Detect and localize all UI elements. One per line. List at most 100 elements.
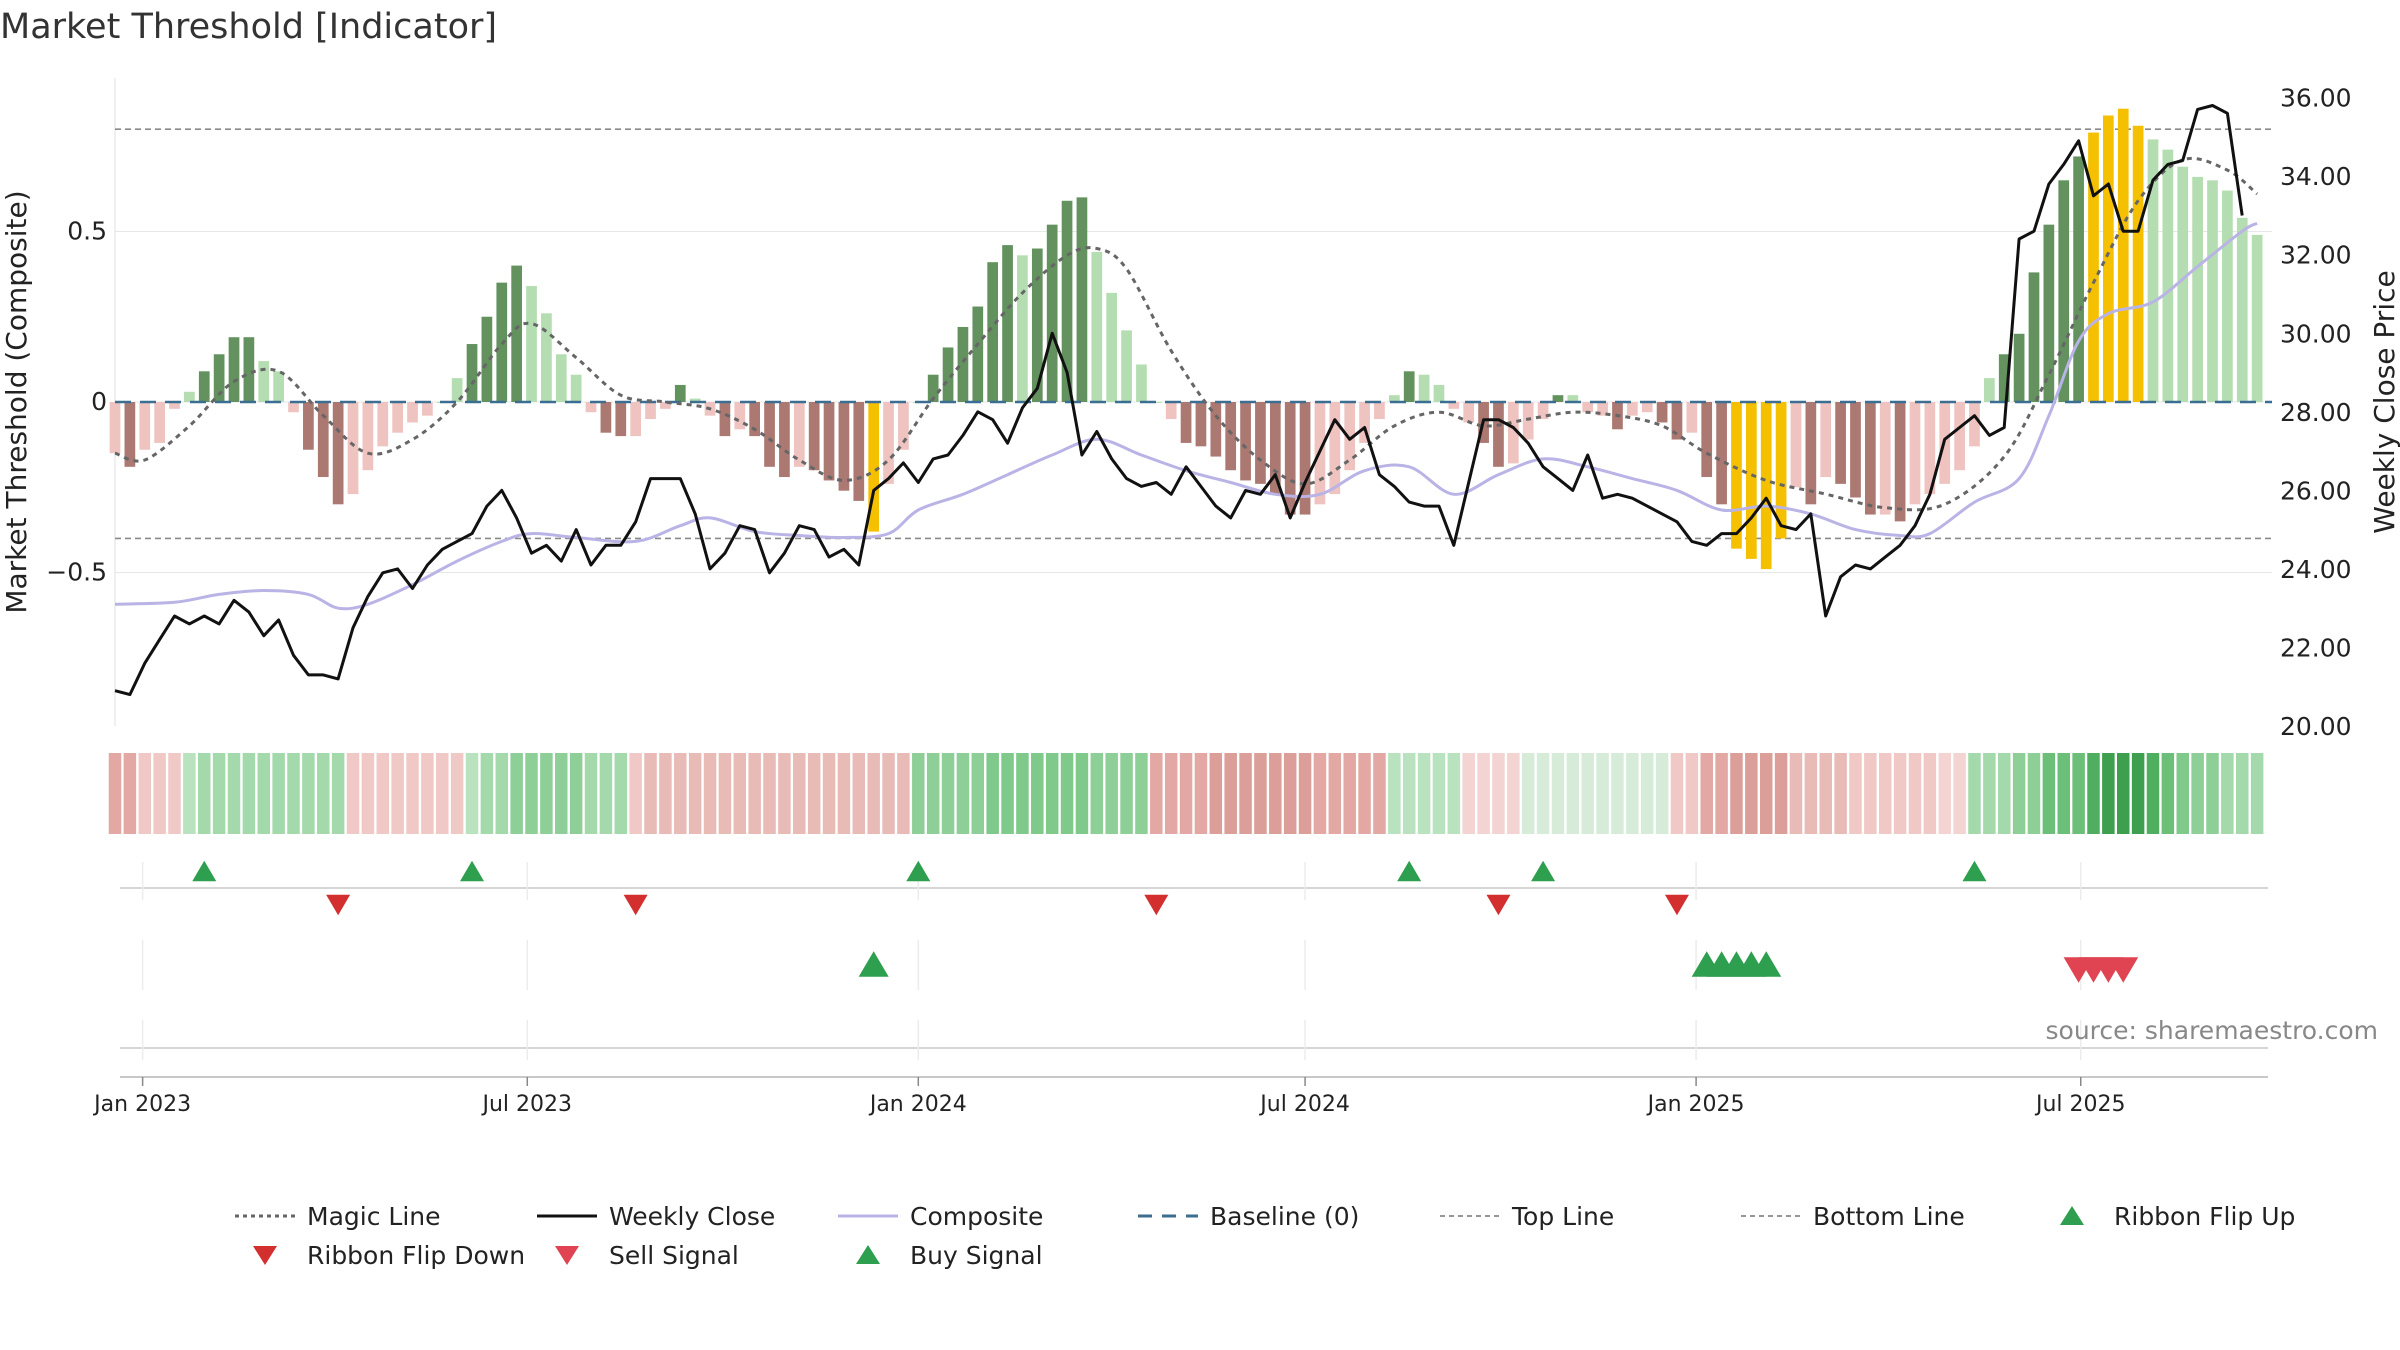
legend-item: Magic Line — [235, 1202, 441, 1231]
composite-bar — [1582, 402, 1594, 413]
ribbon-cell — [1105, 753, 1118, 834]
ribbon-cell — [912, 753, 925, 834]
composite-bar — [1121, 330, 1132, 402]
x-axis-ticks: Jan 2023 Jul 2023 Jan 2024 Jul 2024 Jan 2025… — [92, 1077, 2126, 1117]
ribbon-flip-down-marker — [326, 894, 351, 916]
composite-bar — [1136, 364, 1147, 402]
ribbon-cell — [986, 753, 999, 834]
ribbon-cell — [1789, 753, 1803, 834]
ribbon-cell — [227, 753, 241, 834]
composite-bar — [1374, 402, 1385, 420]
composite-bar — [2103, 115, 2114, 402]
buy-signal-marker — [1751, 951, 1782, 977]
composite-bar — [169, 402, 180, 409]
composite-bar — [2162, 149, 2174, 402]
ribbon-cell — [688, 753, 702, 834]
composite-bar — [1731, 402, 1742, 549]
ribbon-cell — [183, 753, 196, 834]
ribbon-cell — [1417, 753, 1431, 834]
ribbon-cell — [1194, 753, 1208, 834]
ribbon-cell — [1164, 753, 1178, 834]
ribbon-cell — [2250, 753, 2264, 834]
ribbon-cell — [1179, 753, 1193, 834]
ribbon-cell — [956, 753, 970, 834]
ribbon-cell — [852, 753, 866, 834]
composite-bar — [1046, 224, 1058, 402]
ribbon-cell — [406, 753, 419, 834]
composite-bar — [615, 402, 627, 437]
buy-signal-marker — [858, 951, 889, 977]
composite-bar — [942, 347, 954, 402]
composite-bar — [600, 402, 612, 433]
composite-bar — [1448, 402, 1460, 409]
composite-bar — [1150, 402, 1162, 403]
ribbon-cell — [599, 753, 613, 834]
ribbon-cell — [1075, 753, 1089, 834]
composite-bar — [2058, 180, 2070, 402]
ribbon-cell — [1730, 753, 1743, 834]
ribbon-cell — [644, 753, 657, 834]
composite-bar — [1775, 402, 1787, 539]
ribbon-cell — [748, 753, 761, 834]
legend-label: Bottom Line — [1813, 1202, 1965, 1231]
ribbon-cell — [212, 753, 226, 834]
ribbon-cell — [1745, 753, 1758, 834]
ribbon-cell — [1983, 753, 1996, 834]
ribbon-cell — [778, 753, 791, 834]
ribbon-cell — [2221, 753, 2234, 834]
ribbon-cell — [555, 753, 568, 834]
ribbon-cell — [1655, 753, 1669, 834]
ribbon-cell — [1269, 753, 1282, 834]
legend-item: Composite — [838, 1202, 1043, 1231]
composite-bar — [957, 326, 969, 402]
legend-item: Ribbon Flip Up — [2060, 1202, 2295, 1231]
composite-bar — [793, 402, 805, 467]
composite-bar — [2028, 272, 2040, 402]
ribbon-cell — [659, 753, 672, 834]
ribbon-cell — [1581, 753, 1594, 834]
ribbon-cell — [2087, 753, 2100, 834]
composite-bar — [1255, 402, 1266, 484]
ribbon-cell — [1507, 753, 1520, 834]
ribbon-cell — [2236, 753, 2249, 834]
ribbon-flip-up-marker — [1397, 860, 1422, 882]
right-axis-label: Weekly Close Price — [2368, 270, 2400, 533]
ribbon-cell — [108, 753, 122, 834]
left-tick-label: −0.5 — [46, 558, 107, 587]
ribbon-cell — [2027, 753, 2041, 834]
composite-bar — [228, 337, 240, 402]
ribbon-cell — [1388, 753, 1401, 834]
composite-bar — [184, 391, 195, 402]
composite-bar — [689, 398, 701, 402]
signal-panels — [120, 860, 2268, 1078]
composite-bar — [1359, 402, 1370, 443]
ribbon-cell — [450, 753, 464, 834]
ribbon-cell — [1953, 753, 1966, 834]
composite-bar — [466, 344, 478, 402]
composite-bar — [1790, 402, 1802, 488]
composite-bar — [1850, 402, 1861, 498]
composite-bar — [1716, 402, 1727, 505]
ribbon-cell — [807, 753, 821, 834]
ribbon-cell — [1968, 753, 1981, 834]
ribbon-cell — [1551, 753, 1565, 834]
ribbon-cell — [272, 753, 285, 834]
ribbon-cell — [1819, 753, 1832, 834]
composite-bar — [1210, 402, 1222, 457]
composite-bar — [1686, 402, 1698, 433]
ribbon-flip-down-marker — [1486, 894, 1511, 916]
composite-bar — [853, 402, 865, 501]
ribbon-cell — [2191, 753, 2204, 834]
composite-bar — [1269, 402, 1281, 495]
composite-bar — [1656, 402, 1668, 423]
x-tick-label: Jul 2023 — [481, 1092, 573, 1117]
ribbon-cell — [584, 753, 598, 834]
ribbon-cell — [138, 753, 151, 834]
ribbon-cell — [1135, 753, 1148, 834]
composite-bar — [2207, 180, 2218, 402]
ribbon-cell — [1685, 753, 1699, 834]
ribbon-cell — [1328, 753, 1342, 834]
composite-bar — [1745, 402, 1757, 559]
composite-bar — [1522, 402, 1534, 440]
composite-bar — [927, 374, 939, 402]
